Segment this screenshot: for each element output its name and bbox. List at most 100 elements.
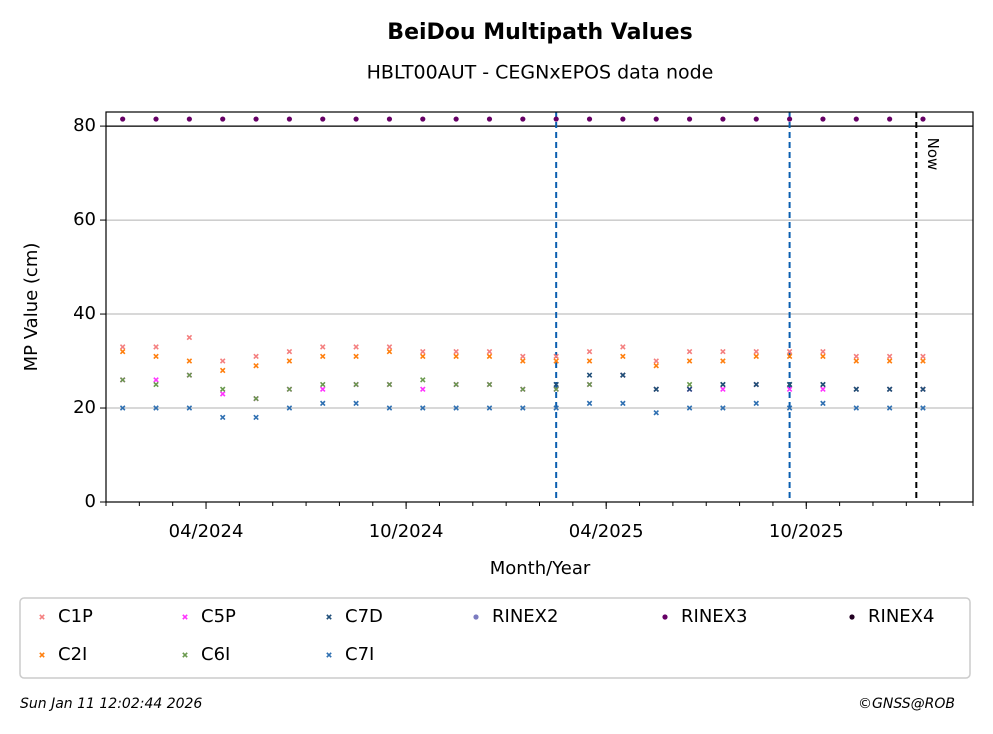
data-point xyxy=(786,348,793,355)
data-point xyxy=(920,386,926,392)
data-point xyxy=(486,405,493,411)
y-tick-label: 20 xyxy=(73,397,96,418)
legend-label: C2I xyxy=(58,644,87,665)
data-point xyxy=(186,372,193,378)
data-point xyxy=(186,116,192,122)
plot-frame xyxy=(105,111,974,503)
data-point xyxy=(887,116,893,122)
data-point xyxy=(886,353,893,360)
data-point xyxy=(686,381,693,388)
data-point xyxy=(219,367,226,374)
data-point xyxy=(753,116,759,122)
timestamp: Sun Jan 11 12:02:44 2026 xyxy=(20,696,202,712)
data-point xyxy=(353,381,359,388)
data-point xyxy=(586,116,593,122)
data-point xyxy=(620,116,626,122)
data-point xyxy=(786,116,793,122)
legend-marker xyxy=(326,652,332,658)
data-point xyxy=(753,348,760,355)
data-point xyxy=(653,362,659,369)
data-point xyxy=(753,381,760,388)
data-point xyxy=(586,372,593,378)
data-point xyxy=(853,116,859,122)
legend-marker xyxy=(662,614,668,620)
data-point xyxy=(153,116,159,122)
data-point xyxy=(319,353,326,360)
chart-title: BeiDou Multipath Values xyxy=(387,20,692,45)
data-point xyxy=(686,348,693,355)
data-point xyxy=(119,348,126,355)
data-point xyxy=(153,381,159,388)
legend-label: C5P xyxy=(201,606,236,627)
data-point xyxy=(353,116,359,122)
data-point xyxy=(920,405,926,411)
y-tick-label: 80 xyxy=(73,115,96,136)
data-point xyxy=(386,116,393,122)
data-point xyxy=(920,116,926,122)
y-tick-label: 60 xyxy=(73,209,96,230)
data-point xyxy=(486,348,493,355)
data-point xyxy=(520,353,526,360)
data-point xyxy=(319,381,326,388)
data-point xyxy=(520,405,526,411)
data-point xyxy=(386,348,393,355)
data-point xyxy=(453,348,459,355)
data-point xyxy=(720,381,726,388)
data-point xyxy=(120,116,126,122)
legend-label: RINEX4 xyxy=(868,606,934,627)
data-point xyxy=(353,344,359,350)
data-point xyxy=(153,377,159,383)
y-axis-label: MP Value (cm) xyxy=(21,243,42,372)
data-point xyxy=(786,381,793,388)
data-point xyxy=(820,400,826,407)
data-point xyxy=(720,386,726,392)
data-point xyxy=(586,400,593,407)
legend-marker xyxy=(182,652,188,658)
data-point xyxy=(319,400,326,407)
data-point xyxy=(253,353,259,360)
data-point xyxy=(253,395,259,402)
y-tick-label: 0 xyxy=(85,491,96,512)
data-point xyxy=(553,358,559,364)
data-point xyxy=(119,344,126,350)
data-point xyxy=(686,386,693,392)
data-point xyxy=(253,362,259,369)
data-point xyxy=(186,405,193,411)
legend-label: RINEX3 xyxy=(681,606,747,627)
data-point xyxy=(553,386,559,392)
x-tick-label: 10/2024 xyxy=(369,521,444,542)
x-tick-label: 04/2025 xyxy=(569,521,644,542)
data-point xyxy=(420,405,426,411)
x-axis-label: Month/Year xyxy=(490,558,591,579)
data-point xyxy=(420,348,426,355)
data-point xyxy=(520,358,526,364)
legend-label: C7I xyxy=(345,644,374,665)
data-point xyxy=(286,116,293,122)
data-point xyxy=(653,116,659,122)
now-label: Now xyxy=(924,138,942,171)
data-point xyxy=(853,386,860,392)
data-point xyxy=(286,386,293,392)
data-point xyxy=(753,353,760,360)
data-point xyxy=(219,414,226,421)
data-point xyxy=(653,358,659,364)
data-point xyxy=(620,372,626,378)
data-point xyxy=(486,116,493,122)
data-point xyxy=(753,400,760,407)
data-point xyxy=(319,386,326,392)
data-point xyxy=(420,353,426,360)
data-point xyxy=(886,386,893,392)
y-tick-label: 40 xyxy=(73,303,96,324)
data-point xyxy=(386,381,393,388)
data-point xyxy=(186,334,193,341)
data-point xyxy=(720,348,726,355)
data-point xyxy=(720,116,726,122)
data-point xyxy=(219,391,226,397)
data-point xyxy=(353,400,359,407)
legend-label: C7D xyxy=(345,606,383,627)
data-point xyxy=(853,405,860,411)
data-point xyxy=(153,405,159,411)
data-point xyxy=(920,358,926,364)
data-point xyxy=(553,353,559,360)
data-point xyxy=(486,353,493,360)
